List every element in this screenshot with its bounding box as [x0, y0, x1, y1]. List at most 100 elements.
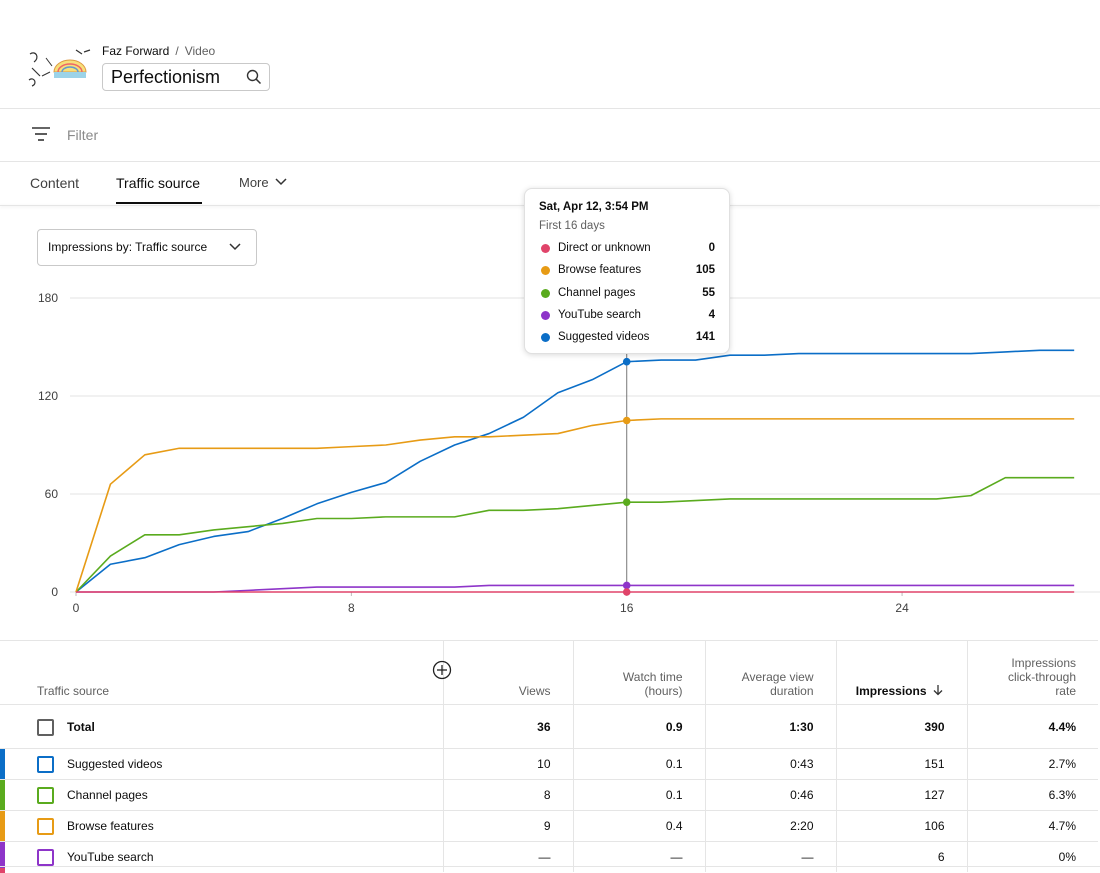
cell: 8 — [442, 779, 573, 811]
breadcrumb: Faz Forward / Video — [102, 44, 216, 58]
title-box[interactable]: Perfectionism — [102, 63, 270, 91]
table-row: Browse features 9 0.4 2:20 106 4.7% — [0, 810, 1098, 842]
cell: Suggested videos — [0, 748, 443, 780]
search-icon[interactable] — [246, 69, 262, 85]
cell: 4.7% — [966, 810, 1098, 842]
checkbox[interactable] — [37, 818, 54, 835]
series-line — [76, 584, 1075, 593]
cell-value: 0% — [1058, 850, 1076, 864]
checkbox[interactable] — [37, 756, 54, 773]
sort-arrow[interactable] — [931, 684, 945, 696]
x-tick-label: 24 — [895, 601, 909, 615]
header-text: Impressions click-through rate — [1007, 656, 1076, 698]
filter-input[interactable]: Filter — [67, 127, 99, 143]
column-header: Average view duration — [704, 640, 836, 705]
cell: 106 — [835, 810, 967, 842]
header-text: Views — [518, 684, 551, 698]
header-text: Average view duration — [741, 670, 814, 698]
cell-value: 6.3% — [1048, 788, 1076, 802]
cell: Browse features — [0, 810, 443, 842]
series-line — [75, 418, 1075, 593]
row-color-bar — [0, 811, 5, 841]
cell-value: 0:43 — [790, 757, 814, 771]
cell: 0.1 — [572, 779, 705, 811]
divider — [0, 161, 1100, 162]
tooltip-label: YouTube search — [558, 308, 641, 321]
tooltip-dot — [541, 288, 550, 298]
column-header: Traffic source — [0, 640, 443, 705]
cell-value: 6 — [937, 850, 945, 864]
cell: 0.4 — [572, 810, 705, 842]
divider — [0, 108, 1100, 109]
cell: 390 — [835, 704, 967, 749]
row-color-bar — [0, 749, 5, 779]
cell-value: — — [538, 850, 551, 864]
cell: 0% — [966, 841, 1098, 872]
cell-value: 8 — [543, 788, 551, 802]
source-name: Channel pages — [67, 788, 148, 802]
cell: 36 — [442, 704, 573, 749]
tab-underline — [116, 202, 202, 204]
video-title: Perfectionism — [111, 67, 221, 87]
tooltip-title: Sat, Apr 12, 3:54 PM — [539, 201, 649, 213]
tooltip-label: Channel pages — [558, 286, 636, 299]
y-tick-label: 120 — [38, 389, 58, 403]
cell-value: 2:20 — [790, 819, 814, 833]
cell: 127 — [835, 779, 967, 811]
cell: 2.7% — [966, 748, 1098, 780]
cell: 0:43 — [704, 748, 836, 780]
header-text: Traffic source — [37, 684, 110, 698]
tab-active[interactable]: Traffic source — [116, 175, 201, 191]
tooltip-subtitle: First 16 days — [539, 220, 605, 232]
dropdown-label: Impressions by: Traffic source — [48, 240, 208, 254]
cell: 6 — [835, 841, 967, 872]
cell-value: 0.1 — [665, 788, 683, 802]
cell-value: — — [801, 850, 814, 864]
cell-value: — — [670, 850, 683, 864]
cell: 1:30 — [704, 704, 836, 749]
cell: — — [442, 841, 573, 872]
checkbox[interactable] — [37, 849, 54, 866]
table-row: Channel pages 8 0.1 0:46 127 6.3% — [0, 779, 1098, 811]
channel-logo[interactable] — [26, 46, 92, 90]
tooltip-value: 4 — [708, 308, 715, 321]
cell-value: 4.4% — [1048, 719, 1076, 734]
tab[interactable]: Content — [30, 175, 80, 191]
cell: 6.3% — [966, 779, 1098, 811]
cell: YouTube search — [0, 841, 443, 872]
y-tick-label: 180 — [38, 291, 58, 305]
cell: 0.9 — [572, 704, 705, 749]
x-tick-label: 0 — [73, 601, 80, 615]
cell-value: 106 — [924, 819, 945, 833]
tooltip-dot — [541, 266, 550, 276]
column-header: Watch time (hours) — [572, 640, 705, 705]
cell-value: 0.1 — [665, 757, 683, 771]
tooltip-dot — [541, 244, 550, 253]
tooltip-value: 55 — [702, 286, 715, 299]
source-name: Total — [67, 719, 95, 734]
cell: Total — [0, 704, 443, 749]
tab-more[interactable]: More — [239, 175, 269, 190]
cell-value: 127 — [924, 788, 945, 802]
add-column-icon[interactable] — [432, 660, 452, 680]
checkbox[interactable] — [37, 787, 54, 804]
hover-dot — [622, 416, 631, 425]
x-tick-label: 16 — [620, 601, 634, 615]
hover-dot — [622, 357, 631, 366]
source-name: YouTube search — [67, 850, 154, 864]
series-line — [75, 349, 1075, 593]
series-line — [75, 476, 1075, 593]
checkbox[interactable] — [37, 718, 54, 736]
tooltip: Sat, Apr 12, 3:54 PM First 16 days Direc… — [524, 188, 730, 354]
y-tick-label: 0 — [51, 585, 58, 599]
channel-link[interactable]: Faz Forward — [102, 44, 170, 58]
cell-value: 0.9 — [665, 719, 683, 734]
tooltip-value: 105 — [695, 264, 715, 277]
tooltip-value: 141 — [695, 331, 715, 344]
hover-dot — [622, 581, 631, 590]
filter-icon[interactable] — [32, 127, 50, 141]
y-tick-label: 60 — [45, 487, 59, 501]
hover-dot — [622, 588, 631, 596]
metric-dropdown[interactable]: Impressions by: Traffic source — [37, 229, 257, 266]
